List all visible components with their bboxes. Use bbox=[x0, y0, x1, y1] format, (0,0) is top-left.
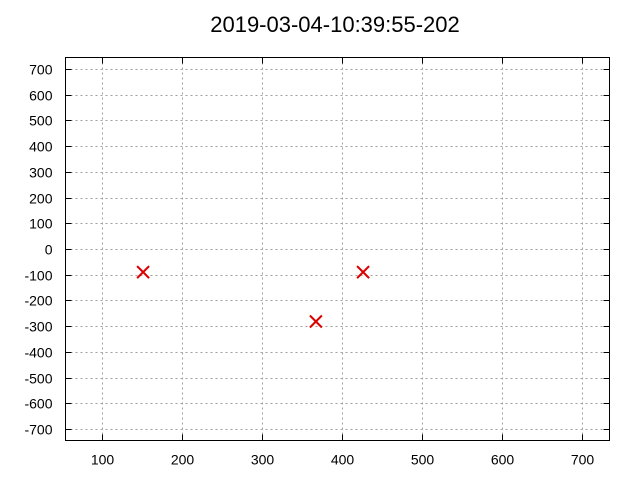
y-tick-label: 400 bbox=[29, 139, 53, 155]
data-point bbox=[309, 314, 323, 329]
chart-title: 2019-03-04-10:39:55-202 bbox=[210, 12, 460, 37]
data-point-stroke bbox=[356, 265, 370, 279]
y-tick-label: 700 bbox=[29, 62, 53, 78]
data-point-stroke bbox=[136, 265, 150, 279]
y-tick-label: -100 bbox=[24, 268, 52, 284]
x-tick-labels: 100 200 300 400 500 600 700 bbox=[91, 452, 595, 468]
y-tick-label: 600 bbox=[29, 88, 53, 104]
y-tick-label: -700 bbox=[24, 422, 52, 438]
data-point bbox=[356, 265, 370, 279]
x-tick-label: 100 bbox=[91, 452, 115, 468]
y-tick-label: 100 bbox=[29, 216, 53, 232]
grid bbox=[65, 57, 610, 441]
x-tick-label: 200 bbox=[171, 452, 195, 468]
y-tick-label: -600 bbox=[24, 396, 52, 412]
x-tick-label: 300 bbox=[251, 452, 275, 468]
y-tick-labels: 700 600 500 400 300 200 100 0 -100 -200 -300 -400 -5… bbox=[24, 62, 52, 438]
x-tick-label: 600 bbox=[491, 452, 515, 468]
y-tick-label: 200 bbox=[29, 191, 53, 207]
plot-frame bbox=[65, 57, 610, 441]
y-tick-label: 300 bbox=[29, 165, 53, 181]
y-tick-label: 0 bbox=[45, 242, 53, 258]
y-tick-label: -300 bbox=[24, 319, 52, 335]
data-points bbox=[136, 265, 370, 329]
y-tick-label: 500 bbox=[29, 113, 53, 129]
data-point-stroke bbox=[309, 314, 323, 329]
y-tick-label: -400 bbox=[24, 345, 52, 361]
x-tick-label: 500 bbox=[411, 452, 435, 468]
y-tick-label: -200 bbox=[24, 293, 52, 309]
x-tick-label: 400 bbox=[331, 452, 355, 468]
data-point bbox=[136, 265, 150, 279]
tick-marks bbox=[65, 57, 610, 441]
x-tick-label: 700 bbox=[571, 452, 595, 468]
y-tick-label: -500 bbox=[24, 371, 52, 387]
